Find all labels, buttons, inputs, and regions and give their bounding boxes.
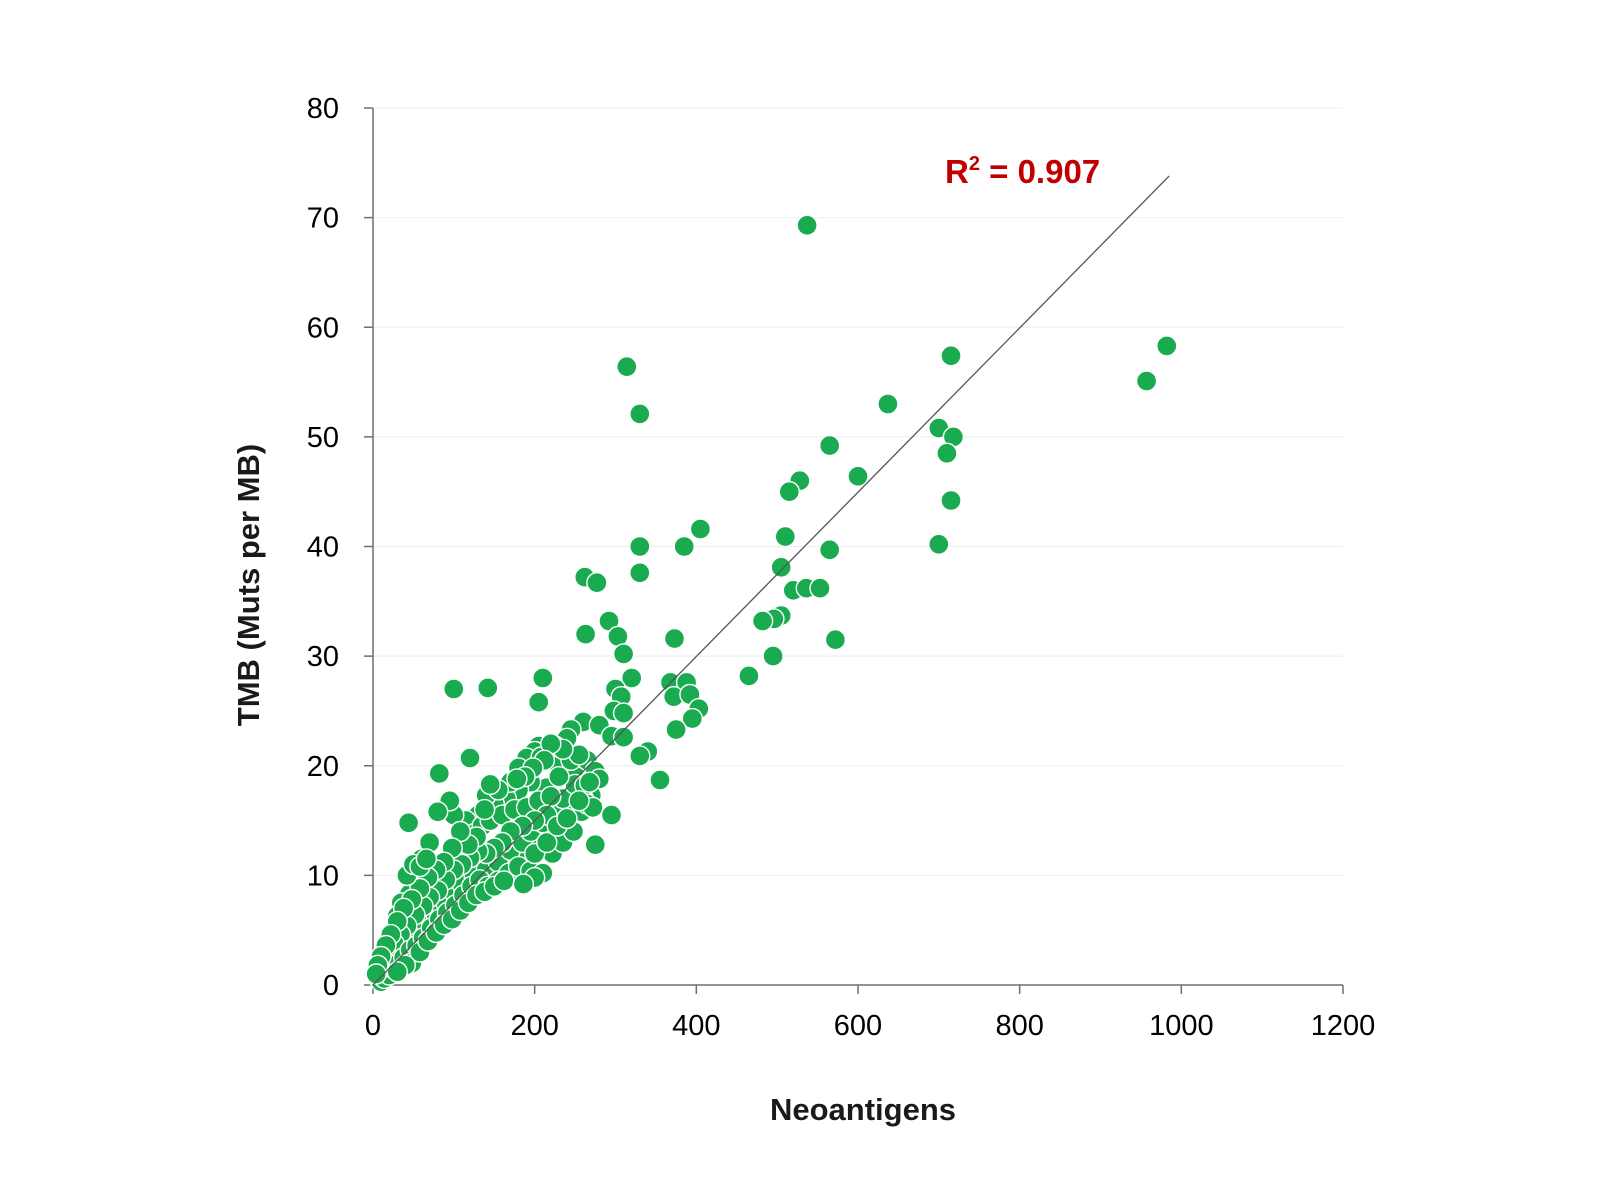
data-point [665, 718, 687, 741]
data-point [532, 667, 554, 689]
x-axis-ticks: 0 200 400 600 800 1000 1200 [365, 985, 1375, 1042]
data-points [365, 214, 1178, 993]
y-tick-label-0: 0 [323, 970, 339, 1002]
data-point [621, 667, 643, 689]
data-point [738, 665, 760, 687]
data-point [586, 572, 608, 594]
data-point [629, 745, 651, 767]
data-point [477, 677, 499, 699]
data-point [548, 766, 570, 788]
data-point [600, 804, 623, 826]
y-tick-label-20: 20 [307, 751, 339, 783]
data-point [762, 645, 784, 667]
data-point [578, 771, 601, 793]
data-point [584, 834, 606, 856]
data-point [809, 577, 831, 599]
r-squared-superscript: 2 [969, 153, 980, 175]
data-point [506, 768, 528, 790]
y-axis-ticks: 0 10 20 30 40 50 60 70 80 [307, 93, 373, 1002]
x-tick-label-0: 0 [365, 1010, 381, 1042]
data-point [612, 702, 635, 724]
r-squared-value: = 0.907 [980, 153, 1100, 190]
data-point [443, 678, 465, 700]
data-point [568, 790, 590, 812]
x-axis-title: Neoantigens [770, 1092, 956, 1127]
data-point [616, 356, 638, 378]
data-point [751, 610, 774, 632]
x-tick-label-1200: 1200 [1311, 1010, 1376, 1042]
data-point [512, 873, 535, 895]
data-point [689, 518, 712, 540]
data-point [936, 442, 958, 464]
trendline [372, 175, 1170, 986]
y-tick-label-10: 10 [307, 860, 339, 892]
data-point [556, 807, 578, 830]
data-point [681, 707, 703, 730]
data-point [770, 556, 792, 578]
x-tick-label-1000: 1000 [1149, 1010, 1214, 1042]
data-point [493, 870, 515, 892]
y-tick-label-80: 80 [307, 93, 339, 125]
data-point [819, 539, 841, 561]
data-point [629, 535, 651, 558]
y-axis-title: TMB (Muts per MB) [231, 444, 266, 726]
data-point [928, 533, 950, 555]
data-point [428, 762, 450, 785]
data-point [629, 403, 651, 425]
data-point [574, 623, 597, 645]
data-point [415, 848, 438, 870]
data-point [1156, 335, 1178, 357]
data-point [1135, 370, 1158, 392]
x-tick-label-800: 800 [995, 1010, 1043, 1042]
data-point [847, 465, 869, 487]
data-point [427, 801, 449, 823]
data-point [778, 481, 800, 503]
y-tick-label-40: 40 [307, 532, 339, 564]
r-squared-annotation: R2 = 0.907 [945, 153, 1100, 190]
y-tick-label-60: 60 [307, 312, 339, 344]
data-point [774, 525, 796, 548]
x-tick-label-400: 400 [672, 1010, 720, 1042]
data-point [940, 489, 962, 512]
data-point [386, 961, 408, 983]
r-squared-label: R [945, 153, 969, 190]
data-point [649, 769, 671, 791]
data-point [459, 747, 481, 769]
data-point [940, 345, 962, 367]
data-point [473, 798, 496, 821]
x-tick-label-200: 200 [510, 1010, 558, 1042]
data-point [536, 831, 558, 854]
data-point [877, 393, 899, 415]
data-point [365, 963, 387, 985]
data-point [819, 434, 841, 457]
data-point [528, 691, 550, 713]
data-point [479, 773, 501, 796]
data-point [612, 643, 635, 665]
data-point [673, 535, 695, 558]
data-point [663, 627, 686, 650]
data-point [824, 629, 847, 651]
data-point [629, 562, 651, 584]
y-tick-label-70: 70 [307, 203, 339, 235]
y-tick-label-50: 50 [307, 422, 339, 454]
x-tick-label-600: 600 [834, 1010, 882, 1042]
data-point [796, 214, 818, 237]
y-tick-label-30: 30 [307, 641, 339, 673]
data-point [397, 812, 420, 834]
data-point [612, 726, 635, 748]
